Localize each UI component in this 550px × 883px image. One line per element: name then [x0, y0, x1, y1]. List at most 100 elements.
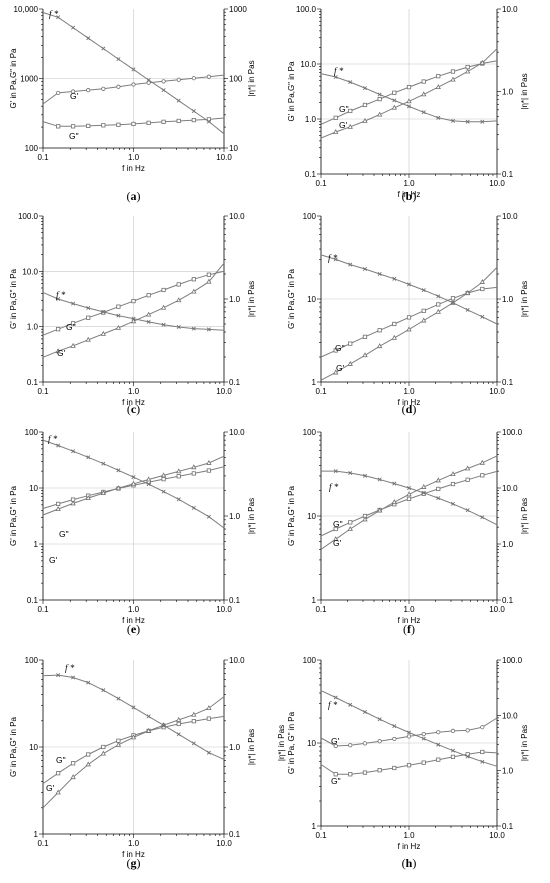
data-point	[191, 741, 196, 746]
data-point	[465, 508, 470, 513]
y-right-tick-label: 0.1	[502, 170, 514, 179]
data-point	[348, 743, 353, 748]
data-point	[191, 277, 196, 282]
data-point	[392, 90, 397, 95]
panel-caption: (d)	[402, 402, 417, 416]
x-tick-label: 10.0	[489, 831, 505, 840]
data-point	[406, 763, 412, 768]
y-left-tick-label: 1	[312, 596, 317, 605]
data-point	[362, 352, 368, 358]
data-point	[176, 282, 181, 287]
data-point	[333, 526, 338, 532]
data-point	[131, 316, 136, 321]
data-point	[333, 695, 338, 700]
data-point	[376, 111, 383, 117]
data-point	[333, 115, 338, 120]
data-point	[161, 489, 166, 494]
data-point	[146, 120, 151, 125]
series-label: f *	[329, 482, 339, 492]
data-point	[392, 481, 397, 486]
y-right-tick-label: 10.0	[502, 484, 518, 493]
data-point	[450, 748, 455, 753]
series-label: G'	[333, 538, 342, 548]
data-point	[191, 118, 196, 123]
data-point	[161, 322, 166, 327]
x-tick-label: 10.0	[216, 605, 232, 614]
data-point	[191, 326, 196, 331]
data-point	[161, 477, 166, 482]
data-point	[406, 315, 412, 320]
data-point	[377, 92, 382, 97]
series-label: G"	[331, 776, 341, 786]
data-point	[206, 74, 211, 79]
y-right-tick-label: 10.0	[502, 711, 518, 720]
data-point	[131, 475, 136, 480]
data-point	[348, 262, 353, 267]
y-right-tick-label: 10.0	[229, 212, 245, 221]
series-label: f *	[334, 66, 344, 76]
data-point	[406, 485, 412, 491]
data-point	[450, 471, 456, 477]
data-point	[55, 789, 61, 795]
data-point	[56, 673, 61, 678]
data-point	[85, 495, 91, 501]
y-left-tick-label: 100	[303, 212, 317, 221]
data-point	[377, 739, 382, 744]
series-label: G"	[66, 322, 76, 332]
data-point	[101, 46, 106, 51]
data-point	[71, 449, 76, 454]
data-point	[479, 459, 485, 465]
panel-caption: (f)	[403, 622, 415, 636]
y-left-tick-label: 1	[312, 822, 317, 831]
x-axis-title: f in Hz	[122, 850, 145, 859]
data-point	[421, 308, 426, 313]
series-label: G"	[56, 755, 66, 765]
y-right-tick-label: 1.0	[229, 512, 241, 521]
data-point	[176, 297, 182, 303]
data-point	[436, 496, 441, 501]
data-point	[85, 761, 91, 767]
data-point	[377, 717, 382, 722]
y-right-tick-label: 1.0	[502, 540, 514, 549]
data-point	[421, 760, 426, 765]
data-point	[86, 315, 91, 320]
data-point	[392, 724, 397, 729]
y-left-tick-label: 0.1	[305, 170, 317, 179]
y-left-tick-label: 1.0	[305, 115, 317, 124]
data-point	[391, 104, 397, 110]
data-point	[176, 77, 181, 82]
data-point	[146, 714, 151, 719]
series-label: G"	[339, 104, 349, 114]
data-point	[480, 515, 485, 520]
data-point	[161, 287, 166, 293]
data-point	[436, 302, 441, 307]
data-point	[100, 490, 106, 496]
data-point	[206, 278, 212, 284]
data-point	[435, 84, 441, 90]
data-point	[348, 108, 353, 114]
data-point	[161, 119, 166, 124]
data-point	[436, 115, 441, 120]
data-point	[206, 514, 211, 519]
y-left-tick-label: 10.0	[22, 267, 38, 276]
x-tick-label: 10.0	[489, 605, 505, 614]
data-point	[391, 499, 397, 505]
data-point	[450, 754, 456, 760]
data-point	[465, 307, 470, 312]
data-point	[348, 471, 353, 476]
data-point	[116, 122, 121, 127]
data-point	[101, 123, 106, 128]
y-right-tick-label: 10.0	[229, 428, 245, 437]
data-point	[362, 86, 367, 91]
y-right-tick-label: 100.0	[502, 656, 523, 665]
y-right-tick-label: 100.0	[502, 428, 523, 437]
data-point	[347, 525, 353, 531]
data-point	[100, 750, 106, 756]
data-point	[421, 736, 426, 741]
series-label: G"	[335, 343, 345, 353]
y-left-tick-label: 10	[307, 739, 316, 748]
y-axis-title-left: G' in Pa,G" in Pa	[287, 61, 296, 122]
y-left-tick-label: 0.1	[27, 378, 39, 387]
series-label: f *	[49, 9, 59, 19]
data-point	[56, 327, 61, 332]
